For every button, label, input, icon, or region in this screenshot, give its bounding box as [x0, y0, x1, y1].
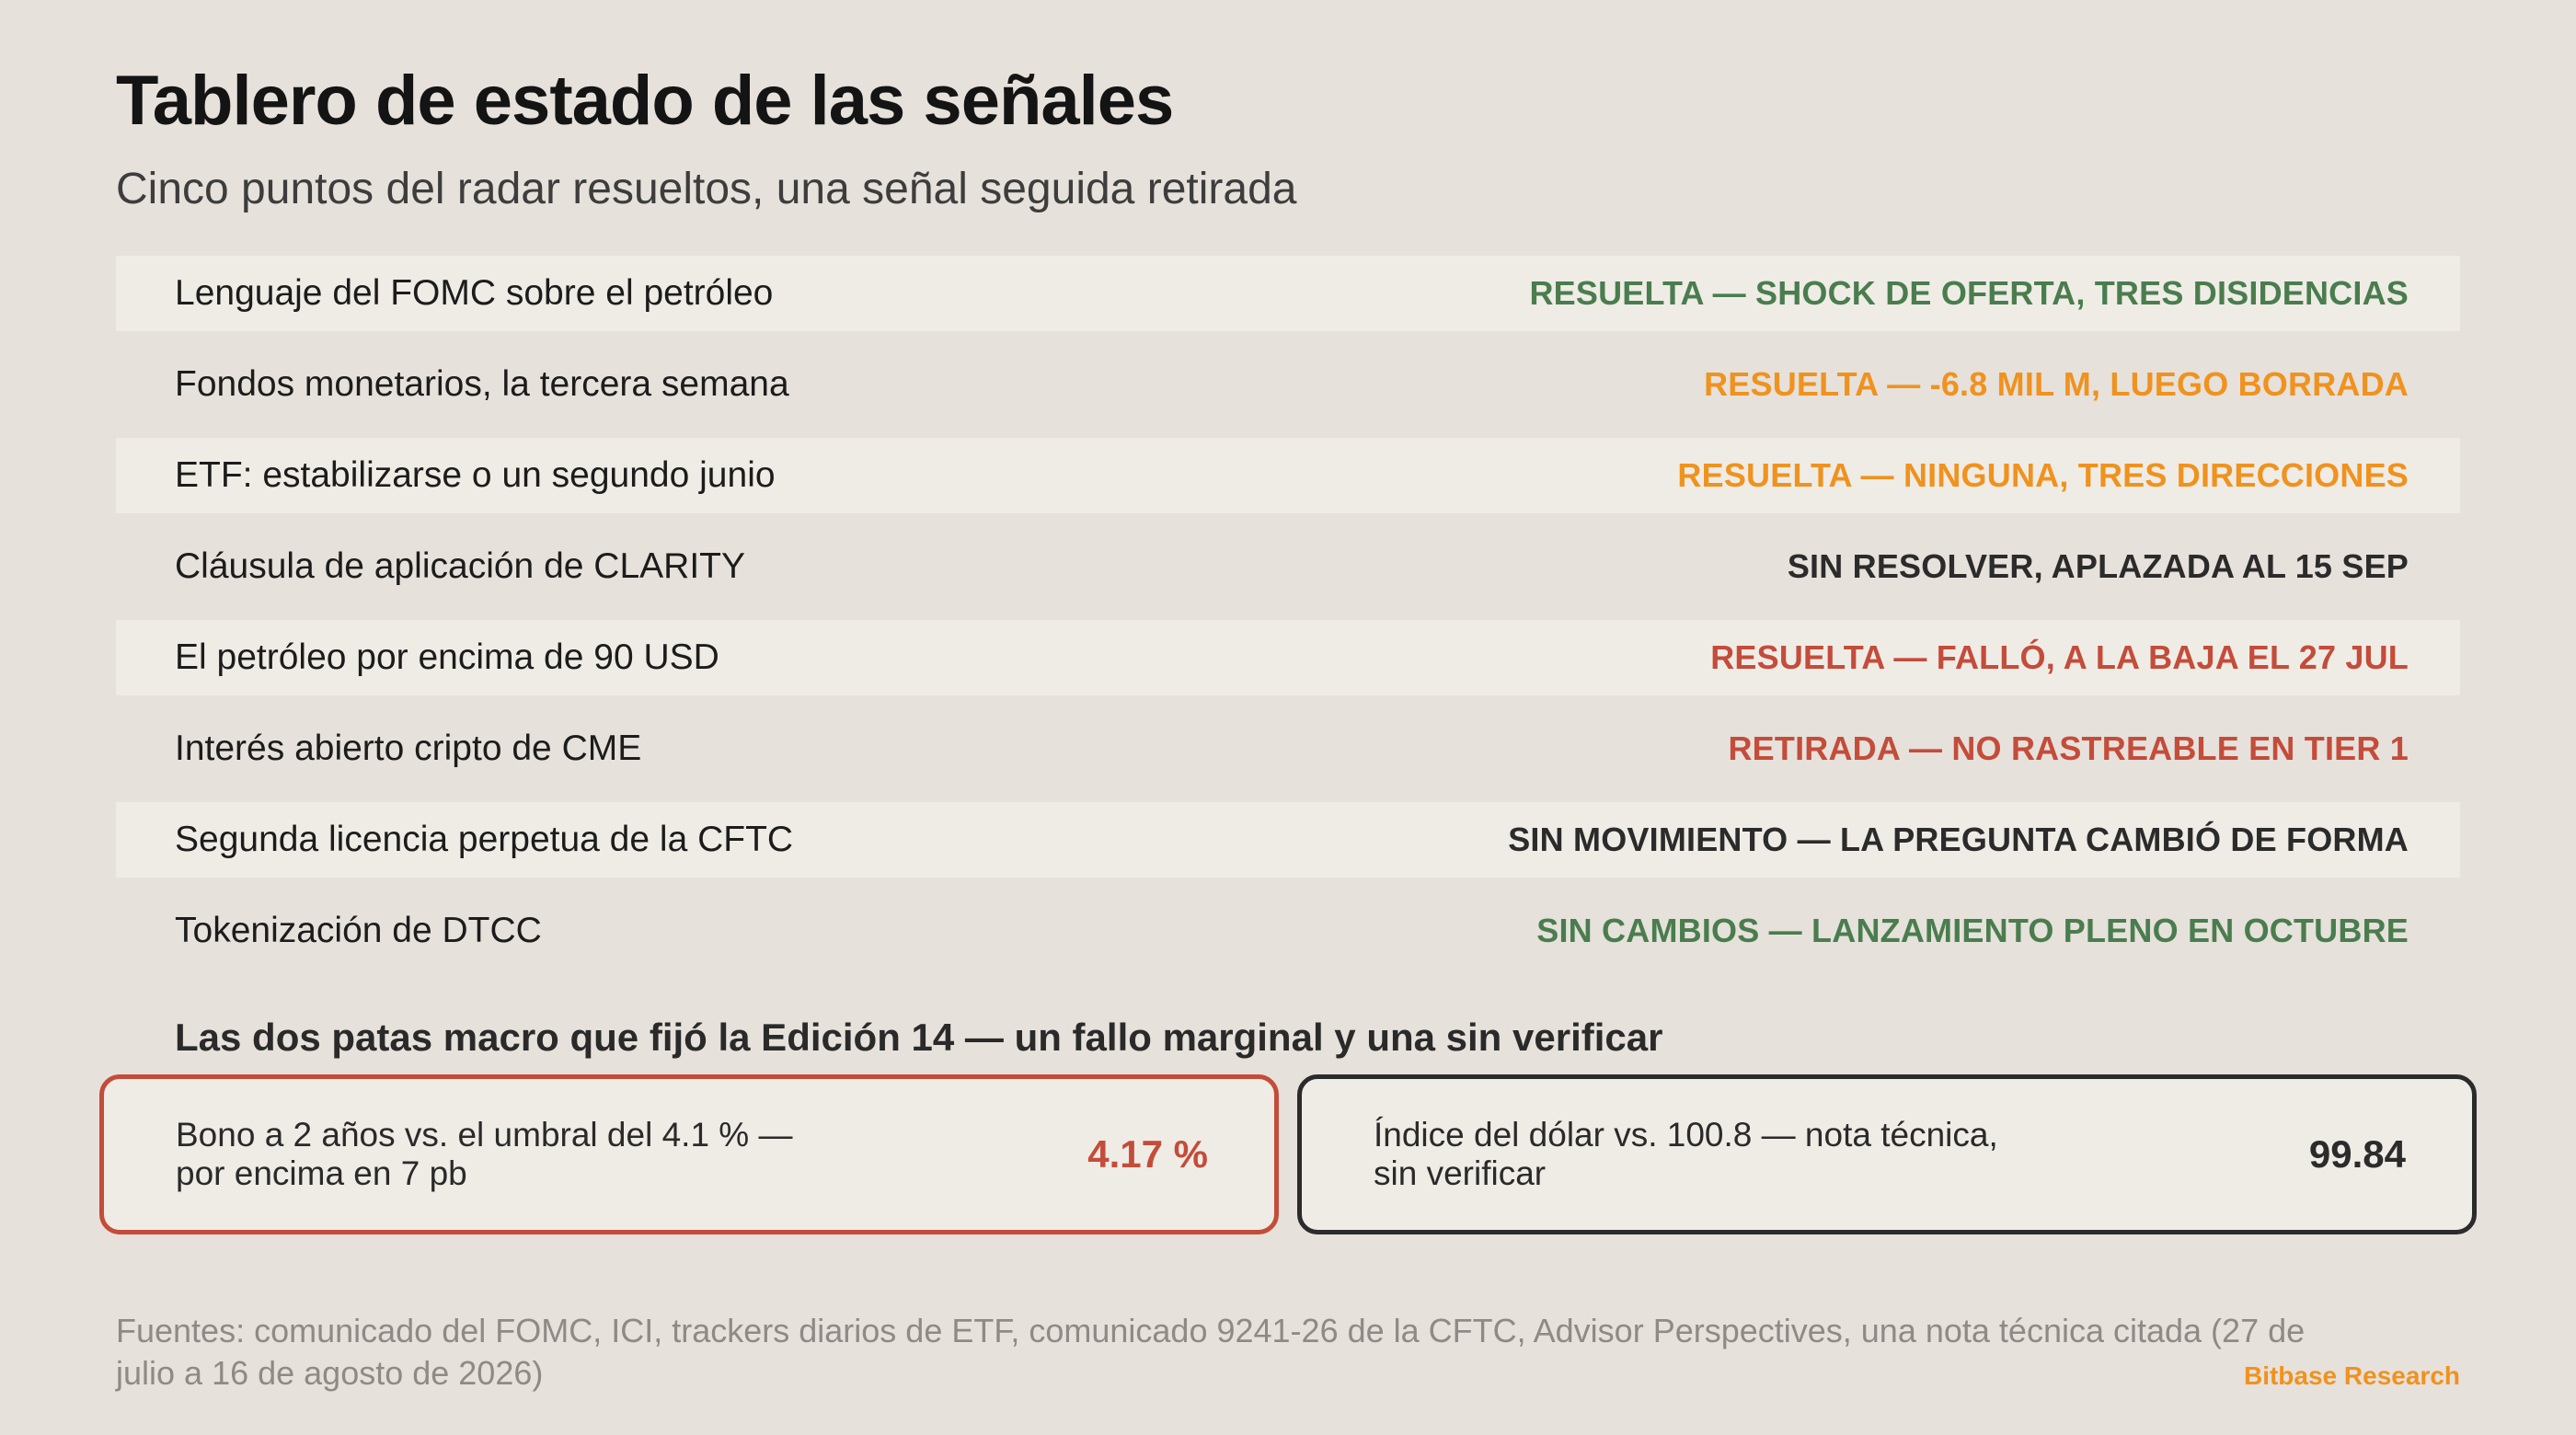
table-row: Fondos monetarios, la tercera semana RES…: [116, 331, 2460, 438]
signal-status-table: Lenguaje del FOMC sobre el petróleo RESU…: [116, 256, 2460, 984]
table-row: El petróleo por encima de 90 USD RESUELT…: [116, 620, 2460, 695]
row-label: El petróleo por encima de 90 USD: [175, 637, 719, 677]
table-row: ETF: estabilizarse o un segundo junio RE…: [116, 438, 2460, 513]
page-title: Tablero de estado de las señales: [116, 62, 1174, 140]
macro-card-bond: Bono a 2 años vs. el umbral del 4.1 % — …: [99, 1074, 1279, 1234]
macro-card-value: 4.17 %: [1087, 1132, 1208, 1176]
table-row: Tokenización de DTCC SIN CAMBIOS — LANZA…: [116, 878, 2460, 984]
row-status: RETIRADA — NO RASTREABLE EN TIER 1: [1728, 729, 2409, 767]
table-row: Segunda licencia perpetua de la CFTC SIN…: [116, 802, 2460, 878]
macro-card-value: 99.84: [2308, 1132, 2406, 1176]
row-label: ETF: estabilizarse o un segundo junio: [175, 455, 776, 495]
page-subtitle: Cinco puntos del radar resueltos, una se…: [116, 165, 1297, 213]
row-status: SIN MOVIMIENTO — LA PREGUNTA CAMBIÓ DE F…: [1508, 821, 2409, 858]
table-row: Cláusula de aplicación de CLARITY SIN RE…: [116, 513, 2460, 620]
row-label: Tokenización de DTCC: [175, 911, 542, 950]
row-status: RESUELTA — FALLÓ, A LA BAJA EL 27 JUL: [1710, 638, 2409, 676]
row-status: SIN RESOLVER, APLAZADA AL 15 SEP: [1787, 547, 2409, 585]
row-status: SIN CAMBIOS — LANZAMIENTO PLENO EN OCTUB…: [1536, 912, 2409, 949]
row-label: Interés abierto cripto de CME: [175, 729, 642, 768]
macro-card-dollar: Índice del dólar vs. 100.8 — nota técnic…: [1297, 1074, 2477, 1234]
row-label: Fondos monetarios, la tercera semana: [175, 364, 789, 404]
macro-section-title: Las dos patas macro que fijó la Edición …: [175, 1016, 1663, 1059]
brand-label: Bitbase Research: [2243, 1361, 2460, 1390]
table-row: Interés abierto cripto de CME RETIRADA —…: [116, 695, 2460, 802]
sources-note: Fuentes: comunicado del FOMC, ICI, track…: [116, 1312, 2306, 1392]
row-label: Lenguaje del FOMC sobre el petróleo: [175, 273, 774, 313]
row-status: RESUELTA — SHOCK DE OFERTA, TRES DISIDEN…: [1529, 274, 2409, 312]
macro-card-text: Índice del dólar vs. 100.8 — nota técnic…: [1374, 1116, 1998, 1192]
row-label: Segunda licencia perpetua de la CFTC: [175, 820, 794, 859]
row-status: RESUELTA — -6.8 MIL M, LUEGO BORRADA: [1704, 365, 2409, 403]
macro-card-text: Bono a 2 años vs. el umbral del 4.1 % — …: [176, 1116, 793, 1192]
row-label: Cláusula de aplicación de CLARITY: [175, 546, 746, 586]
row-status: RESUELTA — NINGUNA, TRES DIRECCIONES: [1677, 456, 2409, 494]
table-row: Lenguaje del FOMC sobre el petróleo RESU…: [116, 256, 2460, 331]
